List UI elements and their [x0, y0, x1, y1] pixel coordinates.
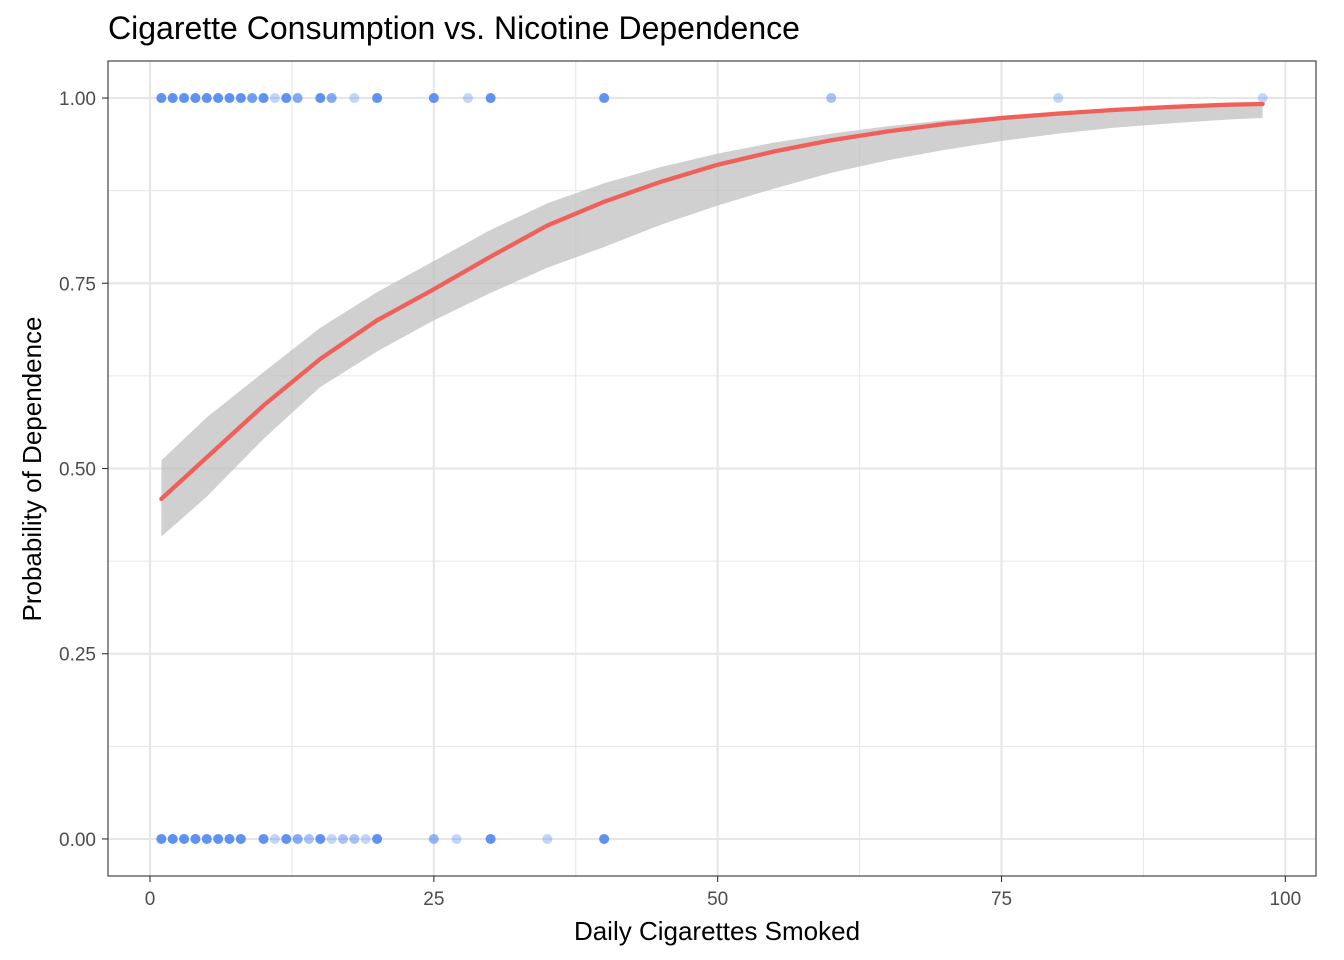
fit-line	[159, 101, 1265, 502]
x-axis: 0 25 50 75 100	[145, 876, 1301, 910]
y-tick-label: 0.00	[59, 830, 96, 851]
data-point	[179, 93, 190, 104]
data-point	[338, 833, 349, 844]
x-tick-label: 50	[707, 889, 728, 910]
data-point	[190, 833, 201, 844]
data-point	[167, 833, 178, 844]
data-point	[428, 833, 439, 844]
data-point	[428, 93, 439, 104]
data-point	[213, 833, 224, 844]
y-tick-label: 0.25	[59, 645, 96, 666]
data-point	[372, 833, 383, 844]
data-point	[349, 93, 360, 104]
data-point	[599, 93, 610, 104]
fit-line-layer	[159, 101, 1265, 502]
data-point	[201, 833, 212, 844]
grid-lines	[108, 61, 1316, 876]
data-point	[292, 833, 303, 844]
x-axis-title: Daily Cigarettes Smoked	[574, 916, 860, 946]
data-point	[303, 833, 314, 844]
x-tick-label: 0	[145, 889, 156, 910]
data-point	[269, 93, 280, 104]
data-point	[167, 93, 178, 104]
y-tick-label: 0.50	[59, 460, 96, 481]
data-point	[462, 93, 473, 104]
y-axis: 0.00 0.25 0.50 0.75 1.00	[59, 89, 108, 851]
data-point	[485, 833, 496, 844]
data-point	[224, 93, 235, 104]
data-point	[1257, 93, 1268, 104]
data-point	[179, 833, 190, 844]
data-point	[235, 93, 246, 104]
data-point	[269, 833, 280, 844]
data-point	[292, 93, 303, 104]
data-point	[213, 93, 224, 104]
data-point	[201, 93, 212, 104]
data-points	[156, 93, 1268, 844]
chart-title: Cigarette Consumption vs. Nicotine Depen…	[108, 10, 800, 46]
y-tick-label: 1.00	[59, 89, 96, 110]
data-point	[156, 93, 167, 104]
data-point	[315, 833, 326, 844]
data-point	[451, 833, 462, 844]
data-point	[156, 833, 167, 844]
data-point	[326, 833, 337, 844]
x-tick-label: 75	[991, 889, 1012, 910]
data-point	[599, 833, 610, 844]
data-point	[258, 833, 269, 844]
data-point	[542, 833, 553, 844]
y-axis-title: Probability of Dependence	[17, 317, 47, 622]
plot-panel	[107, 60, 1317, 877]
y-tick-label: 0.75	[59, 274, 96, 295]
data-point	[360, 833, 371, 844]
data-point	[247, 93, 258, 104]
data-point	[349, 833, 360, 844]
data-point	[326, 93, 337, 104]
x-tick-label: 25	[423, 889, 444, 910]
data-point	[258, 93, 269, 104]
data-point	[190, 93, 201, 104]
data-point	[235, 833, 246, 844]
data-point	[485, 93, 496, 104]
x-tick-label: 100	[1269, 889, 1301, 910]
data-point	[1053, 93, 1064, 104]
data-point	[224, 833, 235, 844]
data-point	[281, 93, 292, 104]
data-point	[281, 833, 292, 844]
data-point	[315, 93, 326, 104]
data-point	[826, 93, 837, 104]
data-point	[372, 93, 383, 104]
